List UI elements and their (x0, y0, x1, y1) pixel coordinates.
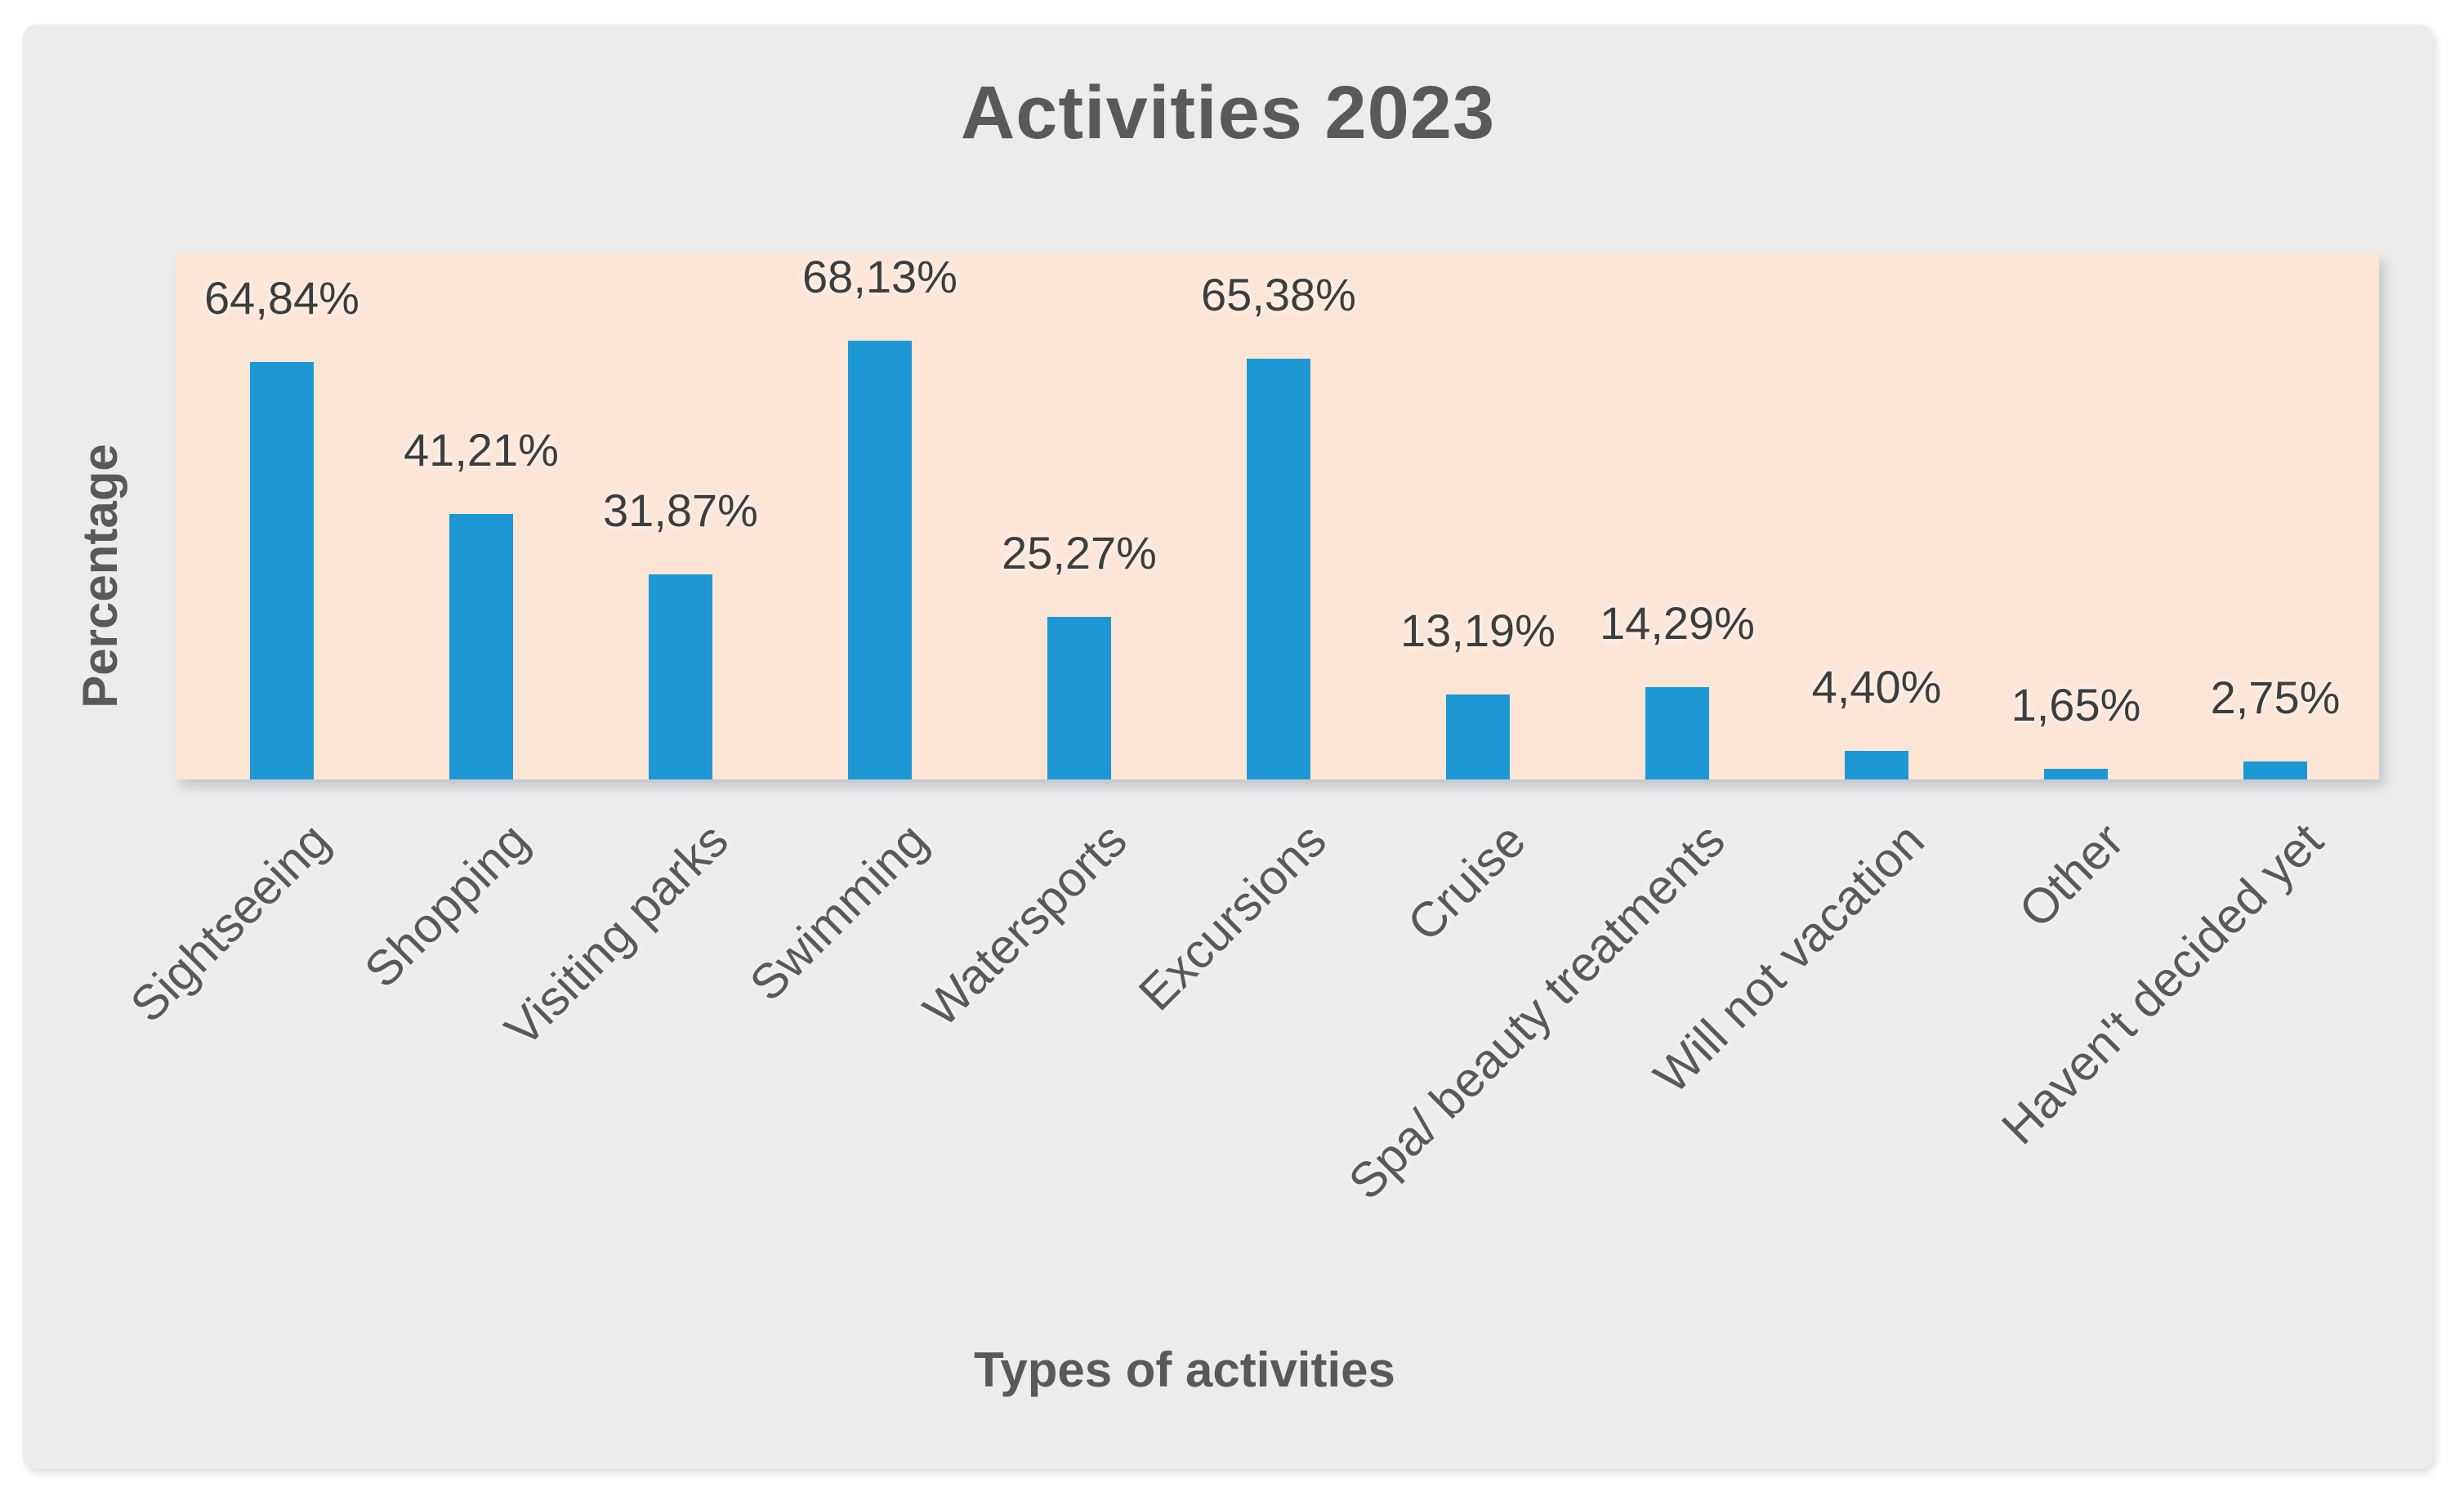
plot-area: 64,84% 41,21% 31,87% 68,13% 25,27% 65,38% 13,1… (176, 253, 2379, 779)
bar (1645, 687, 1709, 779)
bar (848, 341, 912, 779)
value-label: 64,84% (204, 272, 359, 324)
bar (1047, 617, 1111, 779)
value-label: 14,29% (1600, 597, 1755, 649)
value-label: 68,13% (802, 251, 957, 302)
bar (1446, 694, 1510, 779)
value-label: 41,21% (404, 424, 559, 476)
bar (2243, 761, 2307, 779)
bar (1247, 359, 1310, 779)
category-labels: Sightseeing Shopping Visiting parks Swimmin… (120, 813, 2379, 1320)
bar (250, 362, 314, 779)
chart-panel: Activities 2023 Percentage 64,84% 41,21% 3… (23, 25, 2433, 1469)
value-label: 65,38% (1201, 269, 1356, 320)
bar (1845, 751, 1908, 779)
value-label: 31,87% (603, 485, 758, 536)
value-label: 2,75% (2210, 672, 2341, 723)
value-label: 13,19% (1400, 605, 1556, 656)
value-label: 4,40% (1811, 661, 1942, 712)
value-label: 1,65% (2011, 679, 2141, 730)
bar (2044, 769, 2108, 779)
y-axis-title: Percentage (73, 444, 127, 708)
bar (649, 574, 712, 779)
bar (449, 514, 513, 779)
chart-title: Activities 2023 (960, 71, 1496, 154)
x-axis-title: Types of activities (974, 1342, 1395, 1397)
value-label: 25,27% (1002, 527, 1157, 578)
